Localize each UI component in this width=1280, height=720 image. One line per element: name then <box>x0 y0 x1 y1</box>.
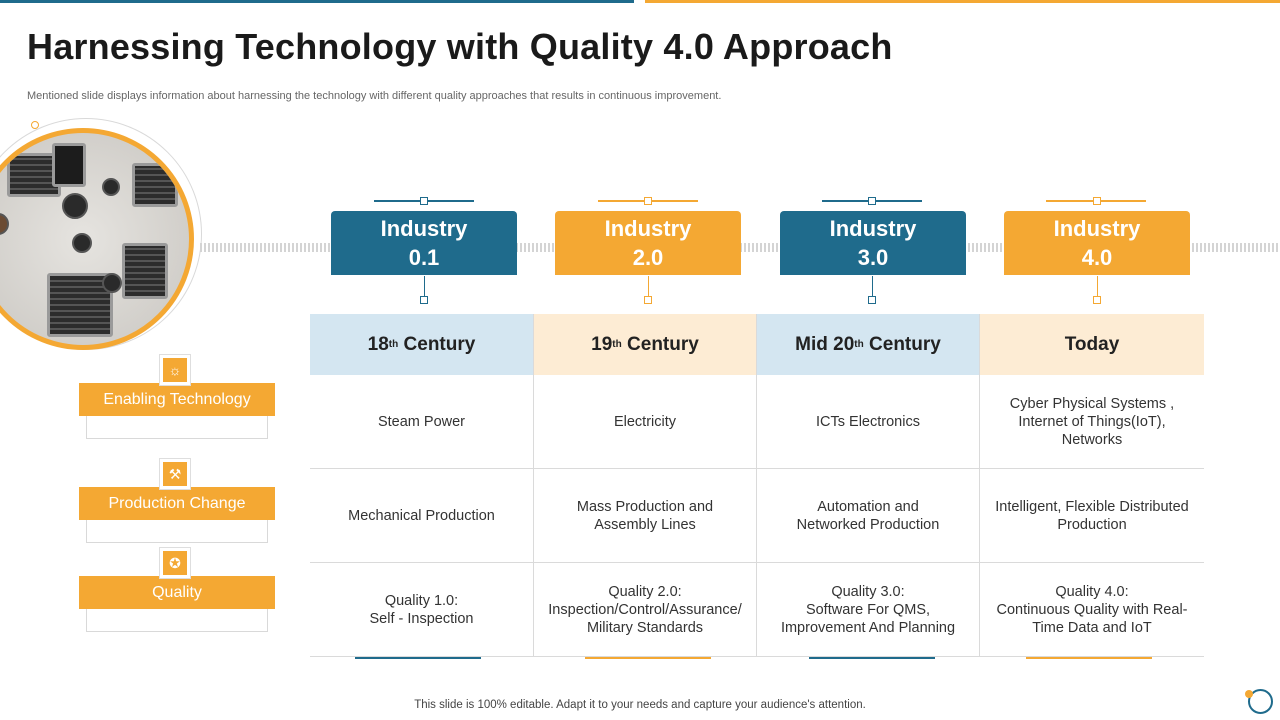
table-bottom-accent <box>1026 657 1152 659</box>
table-cell: Mechanical Production <box>310 469 534 563</box>
table-bottom-accent <box>585 657 711 659</box>
table-cell: Quality 1.0: Self - Inspection <box>310 563 534 657</box>
label-frame <box>86 519 268 543</box>
label-frame <box>86 608 268 632</box>
table-bottom-accent <box>809 657 935 659</box>
table-cell: Steam Power <box>310 375 534 469</box>
industry-box: Industry 2.0 <box>555 211 741 275</box>
desk-photo <box>0 128 194 350</box>
label-production-change: Production Change <box>79 487 275 520</box>
industry-box: Industry 4.0 <box>1004 211 1190 275</box>
table-cell: Quality 4.0: Continuous Quality with Rea… <box>980 563 1204 657</box>
table-cell: Automation and Networked Production <box>757 469 980 563</box>
top-accent-bar-blue <box>0 0 634 3</box>
production-icon: ⚒ <box>159 458 191 490</box>
industry-box: Industry 0.1 <box>331 211 517 275</box>
lightbulb-icon: ☼ <box>159 354 191 386</box>
table-cell: ICTs Electronics <box>757 375 980 469</box>
label-quality: Quality <box>79 576 275 609</box>
table-bottom-accent <box>355 657 481 659</box>
table-header-cell: Today <box>980 314 1204 375</box>
table-cell: Quality 2.0: Inspection/Control/Assuranc… <box>534 563 757 657</box>
brand-logo-icon <box>1248 689 1273 714</box>
photo-ring-dot <box>31 121 39 129</box>
top-accent-bar-orange <box>645 0 1280 3</box>
table-cell: Quality 3.0: Software For QMS, Improveme… <box>757 563 980 657</box>
slide-footer: This slide is 100% editable. Adapt it to… <box>414 699 866 711</box>
table-cell: Mass Production and Assembly Lines <box>534 469 757 563</box>
table-cell: Cyber Physical Systems , Internet of Thi… <box>980 375 1204 469</box>
brand-logo-dot <box>1245 690 1253 698</box>
table-cell: Intelligent, Flexible Distributed Produc… <box>980 469 1204 563</box>
slide-subtitle: Mentioned slide displays information abo… <box>27 90 722 102</box>
label-enabling-technology: Enabling Technology <box>79 383 275 416</box>
table-cell: Electricity <box>534 375 757 469</box>
quality-badge-icon: ✪ <box>159 547 191 579</box>
label-frame <box>86 415 268 439</box>
slide-title: Harnessing Technology with Quality 4.0 A… <box>27 26 893 67</box>
industry-box: Industry 3.0 <box>780 211 966 275</box>
